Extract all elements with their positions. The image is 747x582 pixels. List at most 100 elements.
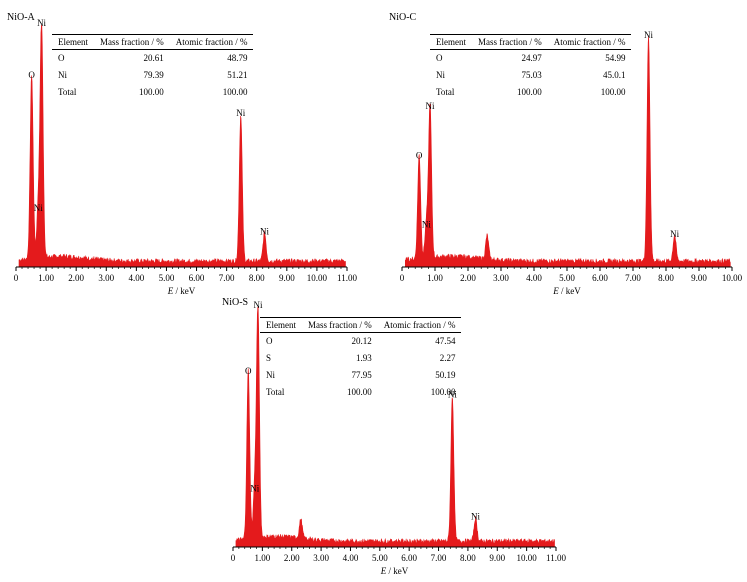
- x-tick-label: 10.00: [307, 273, 328, 283]
- x-tick-label: 5.00: [372, 553, 388, 563]
- table-header: Element: [52, 34, 94, 50]
- table-cell: 79.39: [143, 70, 164, 80]
- table-cell: 100.00: [516, 87, 542, 97]
- peak-label: Ni: [471, 512, 480, 522]
- x-tick-label: 3.00: [98, 273, 114, 283]
- peak-label: Ni: [448, 389, 457, 399]
- x-tick-label: 6.00: [189, 273, 205, 283]
- composition-table-nio-c: Element Mass fraction / % Atomic fractio…: [430, 34, 632, 101]
- x-tick-label: 2.00: [460, 273, 476, 283]
- x-tick-label: 11.00: [546, 553, 566, 563]
- table-row: O 20.12 47.54: [260, 333, 461, 351]
- x-tick-label: 10.00: [517, 553, 538, 563]
- peak-label: Ni: [37, 18, 46, 28]
- panel-nio-c: NiO-C O Ni Ni Ni Ni 0 1.00 2.00 3.00 4.00 5.00 6.00 7…: [389, 12, 743, 296]
- table-cell: 75.03: [521, 70, 542, 80]
- x-tick-label: 6.00: [592, 273, 608, 283]
- table-cell: 77.95: [351, 370, 372, 380]
- table-cell: 47.54: [435, 336, 456, 346]
- peak-label: O: [28, 70, 35, 80]
- x-tick-label: 0: [400, 273, 405, 283]
- table-header: Element: [430, 34, 472, 50]
- x-tick-label: 9.00: [691, 273, 707, 283]
- panel-nio-a: NiO-A O Ni Ni Ni Ni 0 1.00 2.00 3.00 4.00 5.00 6.00 7…: [7, 12, 357, 296]
- x-tick-label: 2.00: [284, 553, 300, 563]
- table-cell: 20.61: [143, 53, 164, 63]
- x-tick-label: 7.00: [625, 273, 641, 283]
- table-cell: 100.00: [600, 87, 626, 97]
- x-tick-label: 2.00: [68, 273, 84, 283]
- table-cell: O: [266, 336, 273, 346]
- spectrum-line: [18, 24, 346, 268]
- x-tick-label: 4.00: [128, 273, 144, 283]
- table-cell: Total: [266, 387, 285, 397]
- x-tick-label: 8.00: [658, 273, 674, 283]
- x-axis-label: E / keV: [167, 286, 196, 296]
- table-cell: 50.19: [435, 370, 456, 380]
- x-tick-label: 10.00: [722, 273, 743, 283]
- x-tick-label: 11.00: [337, 273, 357, 283]
- table-cell: O: [436, 53, 443, 63]
- x-tick-label: 9.00: [279, 273, 295, 283]
- panel-title: NiO-A: [7, 12, 36, 23]
- x-tick-label: 8.00: [460, 553, 476, 563]
- table-cell: 100.00: [430, 387, 456, 397]
- composition-table-nio-a: Element Mass fraction / % Atomic fractio…: [52, 34, 254, 101]
- table-row: O 24.97 54.99: [430, 50, 631, 68]
- table-cell: 100.00: [138, 87, 164, 97]
- x-tick-label: 3.00: [313, 553, 329, 563]
- table-header: Atomic fraction / %: [377, 317, 462, 333]
- peak-label: Ni: [250, 483, 259, 493]
- table-cell: 100.00: [222, 87, 248, 97]
- x-tick-label: 4.00: [343, 553, 359, 563]
- peak-label: Ni: [260, 227, 269, 237]
- x-tick-label: 8.00: [249, 273, 265, 283]
- peak-label: O: [416, 151, 423, 161]
- panel-title: NiO-S: [222, 297, 248, 308]
- x-tick-label: 3.00: [493, 273, 509, 283]
- x-tick-label: 1.00: [38, 273, 54, 283]
- peak-label: Ni: [644, 30, 653, 40]
- x-tick-label: 0: [14, 273, 19, 283]
- table-cell: 45.0.1: [602, 70, 626, 80]
- table-header: Mass fraction / %: [94, 34, 170, 50]
- peak-label: Ni: [426, 101, 435, 111]
- x-tick-label: 9.00: [489, 553, 505, 563]
- table-cell: Ni: [58, 70, 67, 80]
- table-header: Element: [260, 317, 302, 333]
- table-row: Total 100.00 100.00: [430, 84, 631, 101]
- x-axis-label: E / keV: [552, 286, 581, 296]
- peak-label: Ni: [34, 203, 43, 213]
- peak-label: Ni: [670, 229, 679, 239]
- table-cell: 1.93: [355, 353, 372, 363]
- table-cell: 100.00: [346, 387, 372, 397]
- x-tick-label: 7.00: [431, 553, 447, 563]
- x-tick-label: 1.00: [427, 273, 443, 283]
- peak-label: Ni: [236, 108, 245, 118]
- table-header: Atomic fraction / %: [547, 34, 632, 50]
- peak-label: Ni: [253, 300, 262, 310]
- x-tick-label: 5.00: [559, 273, 575, 283]
- peak-label: Ni: [422, 219, 431, 229]
- peak-label: O: [245, 366, 252, 376]
- table-cell: O: [58, 53, 65, 63]
- table-cell: 48.79: [227, 53, 248, 63]
- x-tick-label: 1.00: [254, 553, 270, 563]
- table-header: Mass fraction / %: [472, 34, 548, 50]
- table-header: Mass fraction / %: [302, 317, 378, 333]
- x-tick-label: 7.00: [219, 273, 235, 283]
- x-tick-label: 5.00: [159, 273, 175, 283]
- table-row: Ni 75.03 45.0.1: [430, 67, 631, 84]
- table-cell: 20.12: [351, 336, 372, 346]
- table-row: Ni 77.95 50.19: [260, 367, 461, 384]
- table-row: Total 100.00 100.00: [260, 384, 461, 401]
- table-row: O 20.61 48.79: [52, 50, 253, 68]
- x-axis-label: E / keV: [380, 566, 409, 576]
- x-tick-label: 6.00: [401, 553, 417, 563]
- table-cell: 24.97: [521, 53, 542, 63]
- x-tick-label: 0: [231, 553, 236, 563]
- table-row: Ni 79.39 51.21: [52, 67, 253, 84]
- table-cell: S: [266, 353, 272, 363]
- table-cell: Ni: [436, 70, 445, 80]
- table-header: Atomic fraction / %: [169, 34, 254, 50]
